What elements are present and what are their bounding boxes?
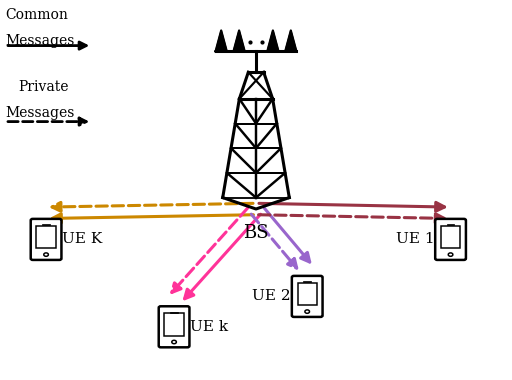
FancyBboxPatch shape [159, 306, 189, 347]
Polygon shape [267, 30, 279, 51]
Text: UE 1: UE 1 [396, 233, 434, 246]
Text: Messages: Messages [5, 106, 74, 120]
Bar [297, 283, 317, 305]
Text: Private: Private [18, 80, 69, 94]
Bar [36, 226, 56, 248]
FancyBboxPatch shape [31, 219, 61, 260]
Text: UE K: UE K [62, 233, 103, 246]
Polygon shape [285, 30, 296, 51]
Text: BS: BS [243, 224, 269, 242]
Bar [304, 281, 311, 282]
Polygon shape [233, 30, 245, 51]
Text: UE 2: UE 2 [252, 290, 291, 303]
Bar [441, 226, 460, 248]
Bar [164, 314, 184, 336]
Text: UE k: UE k [190, 320, 228, 334]
Text: Messages: Messages [5, 34, 74, 48]
Bar [447, 224, 454, 225]
Bar [170, 312, 178, 313]
FancyBboxPatch shape [435, 219, 466, 260]
Polygon shape [216, 30, 227, 51]
Text: Common: Common [5, 8, 68, 22]
FancyBboxPatch shape [292, 276, 323, 317]
Bar [42, 224, 50, 225]
